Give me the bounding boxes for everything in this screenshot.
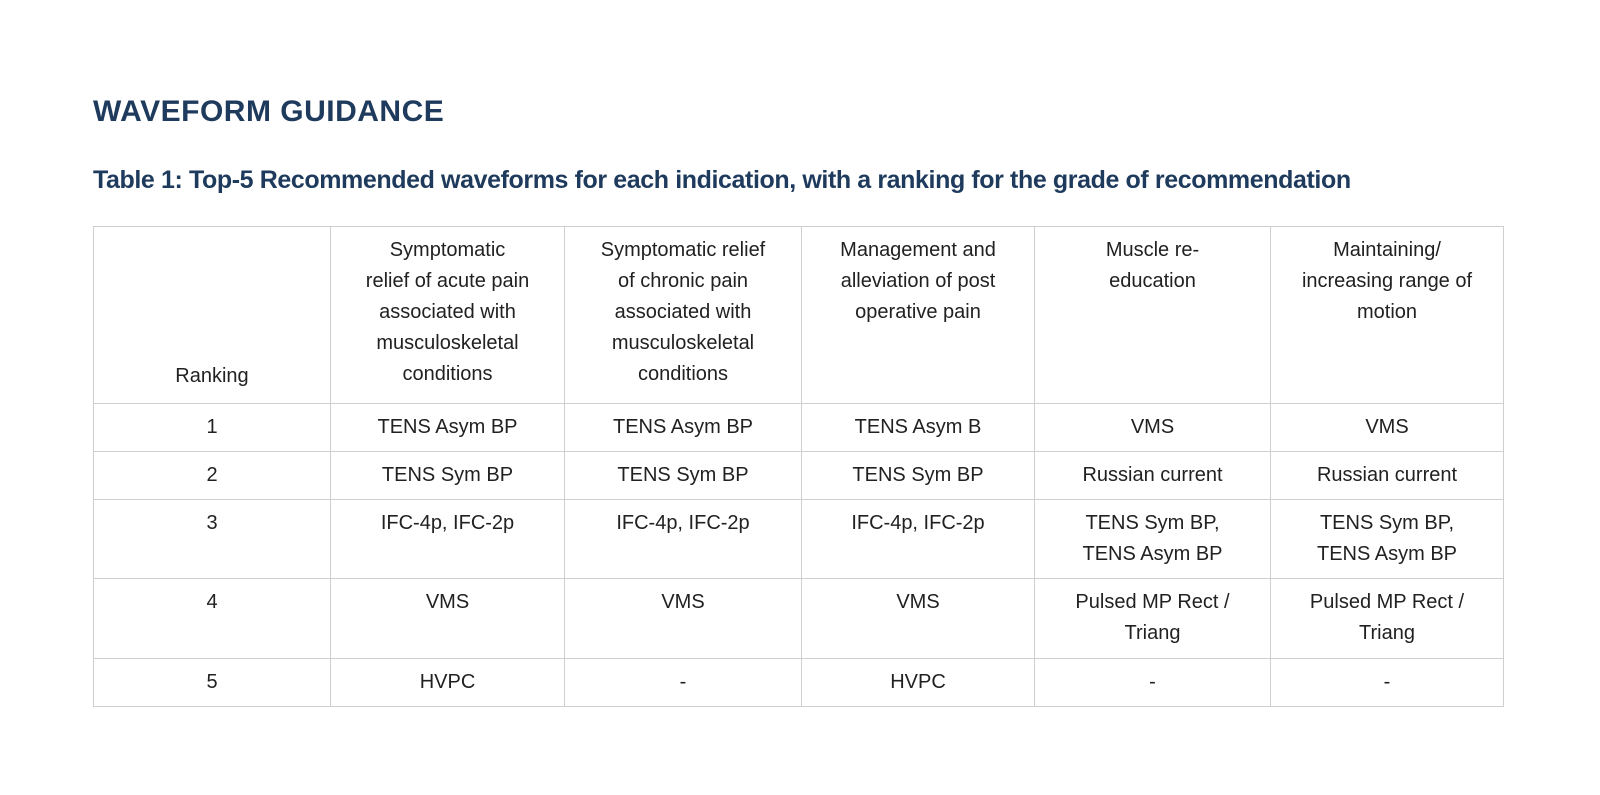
table-row-rank-1: 1 TENS Asym BP TENS Asym BP TENS Asym B … <box>93 403 1504 452</box>
column-header-acute-pain: Symptomatic relief of acute pain associa… <box>330 226 565 404</box>
page-content: WAVEFORM GUIDANCE Table 1: Top-5 Recomme… <box>93 95 1504 707</box>
waveform-cell: TENS Sym BP <box>330 451 565 500</box>
waveform-cell: IFC-4p, IFC-2p <box>564 499 802 579</box>
table-caption: Table 1: Top-5 Recommended waveforms for… <box>93 166 1351 194</box>
waveform-recommendation-table: Ranking Symptomatic relief of acute pain… <box>93 226 1504 707</box>
waveform-cell: - <box>564 658 802 707</box>
waveform-cell: IFC-4p, IFC-2p <box>801 499 1035 579</box>
waveform-cell: TENS Asym BP <box>330 403 565 452</box>
waveform-cell: TENS Sym BP <box>801 451 1035 500</box>
waveform-cell: - <box>1034 658 1271 707</box>
waveform-cell: VMS <box>564 578 802 659</box>
waveform-cell: TENS Sym BP <box>564 451 802 500</box>
column-header-ranking: Ranking <box>93 226 331 404</box>
table-row-rank-4: 4 VMS VMS VMS Pulsed MP Rect / Triang Pu… <box>93 578 1504 659</box>
waveform-cell: IFC-4p, IFC-2p <box>330 499 565 579</box>
waveform-cell: VMS <box>330 578 565 659</box>
waveform-cell: Russian current <box>1034 451 1271 500</box>
rank-cell: 1 <box>93 403 331 452</box>
waveform-cell: TENS Asym BP <box>564 403 802 452</box>
rank-cell: 2 <box>93 451 331 500</box>
waveform-cell: Russian current <box>1270 451 1504 500</box>
table-row-rank-3: 3 IFC-4p, IFC-2p IFC-4p, IFC-2p IFC-4p, … <box>93 499 1504 579</box>
waveform-cell: TENS Sym BP, TENS Asym BP <box>1270 499 1504 579</box>
waveform-cell: VMS <box>1034 403 1271 452</box>
page-title: WAVEFORM GUIDANCE <box>93 95 445 128</box>
rank-cell: 5 <box>93 658 331 707</box>
column-header-chronic-pain: Symptomatic relief of chronic pain assoc… <box>564 226 802 404</box>
waveform-cell: VMS <box>801 578 1035 659</box>
waveform-cell: TENS Sym BP, TENS Asym BP <box>1034 499 1271 579</box>
waveform-cell: TENS Asym B <box>801 403 1035 452</box>
column-header-range-of-motion: Maintaining/ increasing range of motion <box>1270 226 1504 404</box>
waveform-cell: HVPC <box>330 658 565 707</box>
table-row-rank-5: 5 HVPC - HVPC - - <box>93 658 1504 707</box>
column-header-post-operative-pain: Management and alleviation of post opera… <box>801 226 1035 404</box>
column-header-muscle-re-education: Muscle re- education <box>1034 226 1271 404</box>
waveform-cell: Pulsed MP Rect / Triang <box>1270 578 1504 659</box>
waveform-cell: Pulsed MP Rect / Triang <box>1034 578 1271 659</box>
waveform-cell: VMS <box>1270 403 1504 452</box>
table-header-row: Ranking Symptomatic relief of acute pain… <box>93 226 1504 404</box>
rank-cell: 4 <box>93 578 331 659</box>
rank-cell: 3 <box>93 499 331 579</box>
table-row-rank-2: 2 TENS Sym BP TENS Sym BP TENS Sym BP Ru… <box>93 451 1504 500</box>
waveform-cell: - <box>1270 658 1504 707</box>
waveform-cell: HVPC <box>801 658 1035 707</box>
